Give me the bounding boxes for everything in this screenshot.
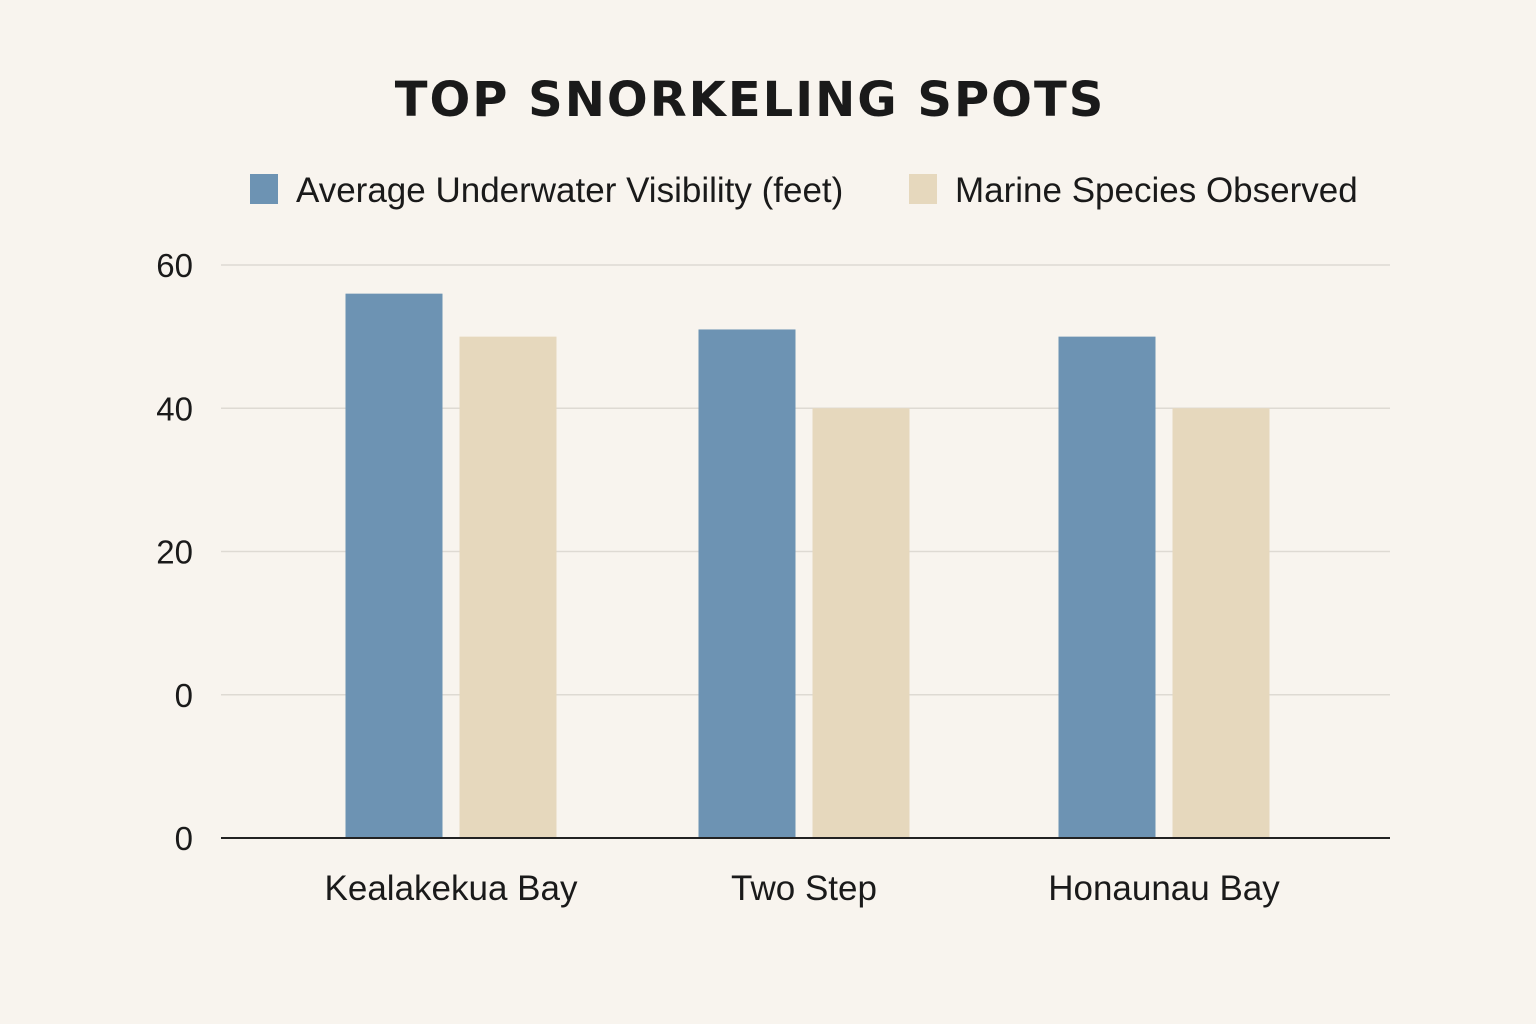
- bar-species-2: [1172, 408, 1270, 838]
- y-tick-label: 0: [175, 820, 193, 857]
- x-category-label: Two Step: [731, 869, 877, 908]
- chart-title: TOP SNORKELING SPOTS: [395, 72, 1106, 128]
- bar-visibility-2: [1058, 336, 1156, 838]
- legend-label-species: Marine Species Observed: [955, 171, 1358, 210]
- bar-visibility-1: [698, 329, 796, 838]
- y-axis-ticks: 0 0 20 40 60: [156, 247, 193, 857]
- y-tick-label: 20: [156, 534, 193, 571]
- y-tick-label: 40: [156, 390, 193, 427]
- x-axis-labels: Kealakekua Bay Two Step Honaunau Bay: [325, 869, 1281, 908]
- y-tick-label: 0: [175, 677, 193, 714]
- legend: Average Underwater Visibility (feet) Mar…: [250, 171, 1358, 210]
- y-tick-label: 60: [156, 247, 193, 284]
- bar-species-0: [459, 336, 557, 838]
- legend-swatch-species: [909, 174, 937, 204]
- bar-species-1: [812, 408, 910, 838]
- x-category-label: Honaunau Bay: [1048, 869, 1280, 908]
- bars: [345, 293, 1270, 838]
- legend-swatch-visibility: [250, 174, 278, 204]
- bar-visibility-0: [345, 293, 443, 838]
- legend-label-visibility: Average Underwater Visibility (feet): [296, 171, 843, 210]
- x-category-label: Kealakekua Bay: [325, 869, 578, 908]
